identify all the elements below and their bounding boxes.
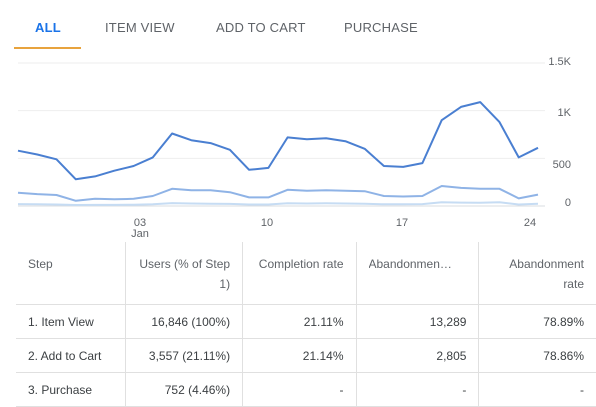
- table-row: 3. Purchase 752 (4.46%) - - -: [16, 372, 596, 407]
- users-cell: 752 (4.46%): [125, 372, 243, 407]
- completion-rate-cell: 21.14%: [242, 338, 356, 373]
- column-header-abandonment-rate[interactable]: Abandonment rate: [478, 242, 596, 305]
- table-row: 2. Add to Cart 3,557 (21.11%) 21.14% 2,8…: [16, 338, 596, 373]
- series-line-3[interactable]: [17, 201, 539, 206]
- x-tick-label: 10: [260, 217, 274, 229]
- abandonment-rate-cell: -: [478, 372, 596, 407]
- series-line-2[interactable]: [17, 185, 539, 202]
- y-tick-label: 1.5K: [548, 56, 571, 68]
- funnel-trend-chart: 1.5K 1K 500 0 03 Jan 10 17 24: [0, 56, 596, 240]
- chart-canvas: [17, 62, 545, 207]
- tab-add-to-cart[interactable]: ADD TO CART: [216, 20, 306, 35]
- x-tick-sublabel: Jan: [131, 228, 149, 240]
- column-header-users[interactable]: Users (% of Step 1): [125, 242, 243, 305]
- abandonment-rate-cell: 78.86%: [478, 338, 596, 373]
- funnel-tabs: ALL ITEM VIEW ADD TO CART PURCHASE: [0, 0, 596, 56]
- step-cell: 1. Item View: [28, 314, 94, 329]
- users-cell: 16,846 (100%): [125, 304, 243, 339]
- column-header-completion-rate[interactable]: Completion rate: [242, 242, 356, 305]
- funnel-table: Step Users (% of Step 1) Completion rate…: [16, 242, 596, 407]
- tab-item-view[interactable]: ITEM VIEW: [105, 20, 175, 35]
- step-cell: 3. Purchase: [28, 382, 93, 397]
- users-cell: 3,557 (21.11%): [125, 338, 243, 373]
- abandonments-header-text: Abandonmen…: [368, 257, 452, 271]
- series-line-1[interactable]: [17, 101, 539, 181]
- y-tick-label: 1K: [557, 107, 571, 119]
- x-tick-label: 17: [395, 217, 409, 229]
- tab-purchase[interactable]: PURCHASE: [344, 20, 418, 35]
- column-header-step[interactable]: Step: [28, 257, 53, 271]
- x-tick-label: 03: [133, 217, 147, 229]
- x-tick-label: 24: [523, 217, 537, 229]
- step-cell: 2. Add to Cart: [28, 348, 102, 363]
- column-header-abandonments[interactable]: Abandonmen…: [355, 242, 479, 305]
- abandonment-rate-cell: 78.89%: [478, 304, 596, 339]
- table-header-row: Step Users (% of Step 1) Completion rate…: [16, 242, 596, 305]
- completion-rate-cell: 21.11%: [242, 304, 356, 339]
- abandonments-cell: 13,289: [355, 304, 479, 339]
- table-row: 1. Item View 16,846 (100%) 21.11% 13,289…: [16, 304, 596, 339]
- abandonments-cell: -: [355, 372, 479, 407]
- tab-all[interactable]: ALL: [35, 20, 61, 35]
- y-tick-label: 0: [564, 197, 571, 209]
- abandonments-cell: 2,805: [355, 338, 479, 373]
- y-tick-label: 500: [552, 159, 571, 171]
- active-tab-indicator: [14, 47, 81, 49]
- completion-rate-cell: -: [242, 372, 356, 407]
